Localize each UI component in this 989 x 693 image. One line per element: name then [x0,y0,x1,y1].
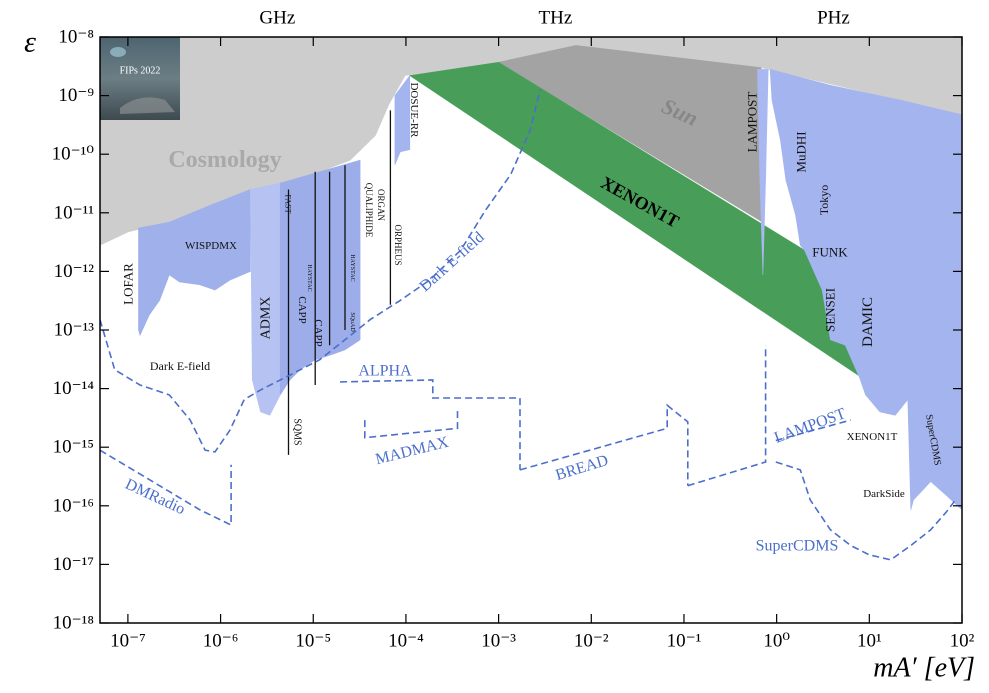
annotation: CAPP [312,319,324,347]
annotation: FUNK [812,245,848,260]
exclusion-region [757,69,769,275]
top-axis-label: THz [539,8,573,29]
plot-frame [99,36,963,624]
projection-line [100,449,232,527]
plot-area [100,37,962,561]
projection-line [775,461,957,561]
y-tick-label: 10⁻¹⁴ [53,378,95,399]
x-tick-label: 10⁰ [763,631,790,652]
projection-label: SuperCDMS [756,538,839,555]
annotation: LOFAR [121,263,136,305]
region-label: DAMIC [860,297,876,347]
y-tick-label: 10⁻¹¹ [54,202,95,223]
annotation: SENSEI [823,288,838,332]
annotation: Tokyo [817,185,831,216]
annotation: ORGAN [376,189,386,222]
annotation: QUALIPHIDE [364,183,374,238]
x-tick-label: 10⁻⁶ [203,631,239,652]
annotation: SQuAD [349,312,355,332]
y-tick-label: 10⁻¹⁷ [53,554,94,575]
x-tick-label: 10¹ [857,631,882,652]
y-tick-label: 10⁻¹⁶ [53,495,94,516]
y-tick-label: 10⁻¹² [54,261,95,282]
y-tick-label: 10⁻¹⁵ [53,437,94,458]
projection-line [687,345,851,487]
annotation: Dark E-field [150,359,210,373]
exclusion-region [394,74,411,165]
annotation: HAYSTAC [306,264,312,291]
x-tick-label: 10⁻² [574,631,609,652]
y-axis-label: ε [24,26,36,59]
x-tick-label: 10² [950,631,975,652]
top-axis-label: PHz [817,8,850,29]
annotation: MuDHI [794,131,809,172]
region-label: LAMPOST [745,92,760,153]
exclusion-region [138,189,251,337]
exclusion-region [497,45,762,222]
y-tick-label: 10⁻¹³ [54,320,95,341]
inset-decoration [120,97,175,114]
region-label: Cosmology [168,147,281,173]
annotation: CAPP [296,296,308,324]
x-axis-label: mA′ [eV] [873,653,975,684]
annotation: SQMS [292,418,303,445]
projection-line [100,89,541,453]
annotation: FIPs 2022 [120,66,161,77]
exclusion-region [279,159,361,396]
x-tick-label: 10⁻⁷ [110,631,146,652]
region-label: WISPDMX [185,240,237,252]
projection-line [340,379,521,470]
top-axis-label: GHz [259,8,295,29]
exclusion-region [769,69,962,511]
annotation: XENON1T [847,431,898,443]
x-tick-label: 10⁻⁵ [295,631,331,652]
x-tick-label: 10⁻¹ [667,631,702,652]
y-tick-label: 10⁻⁹ [58,85,94,106]
y-tick-label: 10⁻¹⁸ [53,613,94,634]
annotation: ORPHEUS [393,224,403,265]
region-label: DOSUE-RR [408,82,420,138]
limit-line [287,110,392,455]
inset-decoration [110,47,126,57]
x-tick-label: 10⁻³ [481,631,516,652]
y-tick-label: 10⁻⁸ [58,27,94,48]
annotation: HAYSTAC [349,254,355,281]
projection-line [519,403,689,486]
annotation: FAST [284,195,293,214]
annotation: DarkSide [863,488,905,500]
x-tick-label: 10⁻⁴ [388,631,424,652]
region-label: ADMX [259,297,274,340]
projection-label: ALPHA [358,363,412,380]
y-tick-label: 10⁻¹⁰ [52,144,95,165]
